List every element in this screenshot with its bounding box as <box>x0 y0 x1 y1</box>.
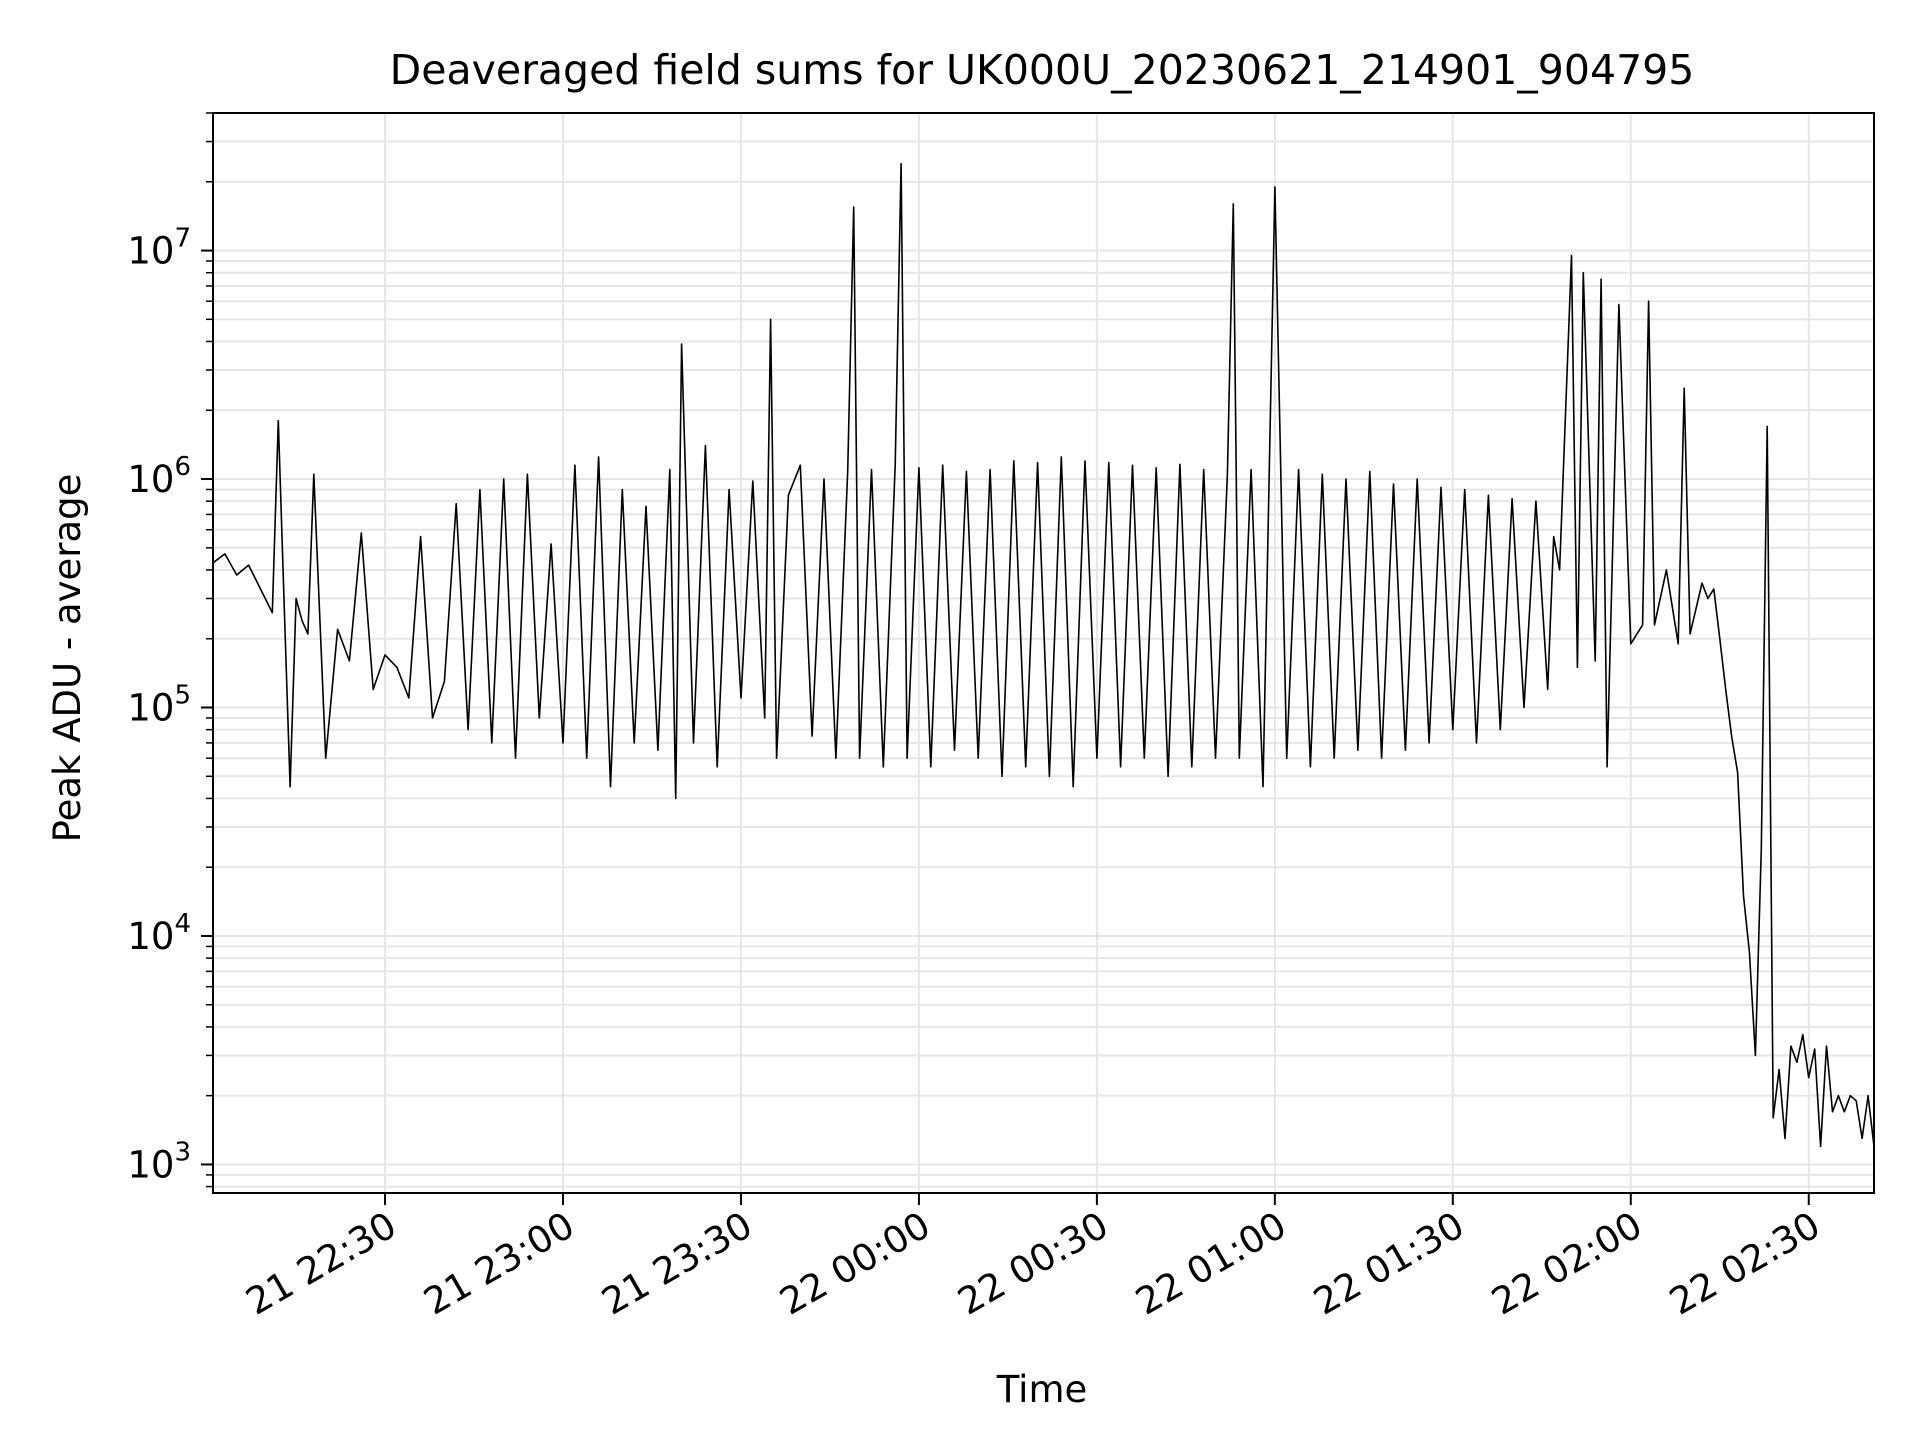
axes-frame <box>212 112 1875 1194</box>
x-tick-label: 21 22:30 <box>239 1204 404 1324</box>
major-gridlines <box>213 113 1874 1193</box>
y-tick-label: 105 <box>127 681 191 730</box>
y-tick-label: 104 <box>127 909 191 958</box>
series-layer <box>212 162 1875 1148</box>
chart-title: Deaveraged field sums for UK000U_2023062… <box>390 46 1695 94</box>
minor-gridlines <box>213 112 1874 1188</box>
x-tick-label: 21 23:30 <box>595 1204 760 1324</box>
x-tick-label: 22 00:00 <box>773 1204 938 1324</box>
x-axis-ticks: 21 22:30 21 23:00 21 23:30 22 00:00 22 00:30… <box>239 1193 1827 1324</box>
x-tick-label: 22 02:30 <box>1662 1204 1827 1324</box>
x-tick-label: 22 01:00 <box>1129 1204 1294 1324</box>
y-tick-label: 107 <box>127 224 191 273</box>
y-tick-label: 103 <box>127 1137 191 1186</box>
x-tick-label: 21 23:00 <box>417 1204 582 1324</box>
x-tick-label: 22 01:30 <box>1307 1204 1472 1324</box>
x-axis-label: Time <box>996 1368 1088 1411</box>
y-tick-label: 106 <box>127 452 191 501</box>
series-line <box>212 162 1875 1148</box>
x-tick-label: 22 00:30 <box>951 1204 1116 1324</box>
y-axis-label: Peak ADU - average <box>46 474 89 843</box>
x-tick-label: 22 02:00 <box>1484 1204 1649 1324</box>
y-axis-ticks: 103 104 105 106 107 <box>127 112 213 1188</box>
